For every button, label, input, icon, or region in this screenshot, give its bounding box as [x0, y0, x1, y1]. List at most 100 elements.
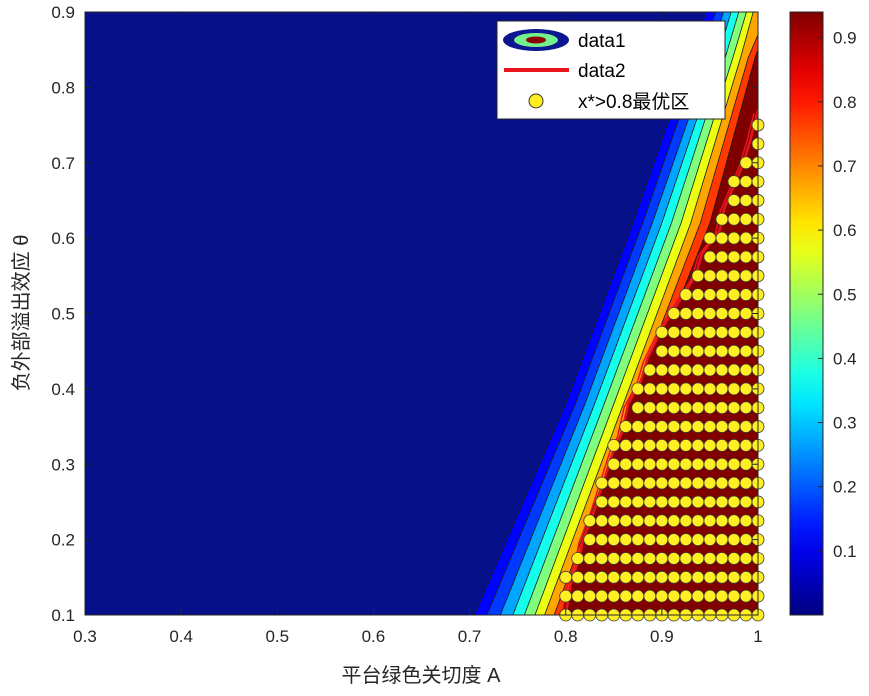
x-tick-label: 1: [753, 627, 762, 646]
optimal-point: [703, 420, 717, 433]
optimal-point: [703, 269, 717, 283]
optimal-point: [739, 250, 753, 264]
optimal-point: [631, 401, 645, 415]
optimal-point: [643, 382, 657, 396]
optimal-point: [619, 457, 633, 471]
optimal-point: [667, 533, 681, 547]
optimal-point: [679, 589, 693, 603]
optimal-point: [739, 420, 753, 433]
optimal-point: [691, 457, 705, 471]
legend-contour-icon-core: [526, 36, 546, 44]
optimal-point: [703, 439, 717, 452]
legend-marker-icon: [528, 93, 544, 109]
optimal-point: [655, 401, 669, 415]
optimal-point: [715, 420, 729, 433]
optimal-point: [727, 420, 741, 433]
optimal-point: [667, 476, 681, 490]
optimal-point: [727, 175, 741, 188]
optimal-point: [715, 533, 729, 547]
optimal-point: [739, 231, 753, 245]
optimal-point: [727, 495, 741, 509]
optimal-point: [667, 382, 681, 396]
optimal-point: [619, 552, 633, 565]
optimal-point: [655, 533, 669, 547]
optimal-point: [715, 344, 729, 358]
optimal-point: [631, 570, 645, 584]
x-tick-label: 0.4: [169, 627, 193, 646]
optimal-point: [691, 288, 705, 302]
optimal-point: [703, 476, 717, 490]
optimal-point: [727, 363, 741, 377]
optimal-point: [691, 552, 705, 565]
colorbar: 0.1 0.2 0.3 0.4 0.5 0.6 0.7 0.8 0.9: [789, 11, 857, 616]
x-axis: 0.3 0.4 0.5 0.6 0.7 0.8 0.9 1: [73, 12, 763, 646]
optimal-point: [739, 439, 753, 452]
optimal-point: [691, 533, 705, 547]
optimal-point: [583, 514, 597, 528]
legend-entry-data1: data1: [503, 29, 626, 52]
x-tick-label: 0.9: [650, 627, 674, 646]
optimal-point: [727, 439, 741, 452]
optimal-point: [667, 495, 681, 509]
optimal-point: [703, 457, 717, 471]
optimal-point: [679, 439, 693, 452]
y-tick-label: 0.2: [51, 531, 75, 550]
optimal-point: [691, 420, 705, 433]
optimal-point: [739, 288, 753, 302]
optimal-point: [643, 570, 657, 584]
optimal-point: [607, 570, 621, 584]
optimal-point: [595, 514, 609, 528]
optimal-point: [703, 552, 717, 565]
optimal-point: [715, 250, 729, 264]
y-tick-label: 0.1: [51, 606, 75, 625]
optimal-point: [631, 382, 645, 396]
optimal-point: [643, 552, 657, 565]
optimal-point: [655, 476, 669, 490]
y-tick-label: 0.3: [51, 455, 75, 474]
legend-entry-optimal: x*>0.8最优区: [528, 91, 689, 113]
optimal-point: [739, 269, 753, 283]
legend-label-data1: data1: [578, 31, 626, 52]
optimal-point: [607, 457, 621, 471]
colorbar-ticks: 0.1 0.2 0.3 0.4 0.5 0.6 0.7 0.8 0.9: [818, 29, 857, 561]
optimal-point: [655, 382, 669, 396]
optimal-point: [655, 363, 669, 377]
optimal-point: [643, 533, 657, 547]
y-axis: 0.1 0.2 0.3 0.4 0.5 0.6 0.7 0.8 0.9: [51, 3, 758, 625]
optimal-point: [655, 457, 669, 471]
optimal-point: [655, 570, 669, 584]
optimal-point: [619, 439, 633, 452]
optimal-point: [715, 457, 729, 471]
optimal-point: [691, 382, 705, 396]
optimal-point: [691, 476, 705, 490]
optimal-point: [679, 420, 693, 433]
optimal-point: [595, 533, 609, 547]
optimal-point: [715, 307, 729, 320]
colorbar-tick-label: 0.5: [833, 285, 857, 304]
optimal-point: [655, 589, 669, 603]
optimal-point: [571, 570, 585, 584]
optimal-point: [595, 552, 609, 565]
optimal-point: [631, 589, 645, 603]
optimal-point: [643, 363, 657, 377]
optimal-point: [727, 325, 741, 339]
optimal-point: [607, 514, 621, 528]
optimal-point: [715, 288, 729, 302]
optimal-point: [619, 420, 633, 433]
optimal-point: [703, 325, 717, 339]
optimal-point: [667, 552, 681, 565]
optimal-point: [631, 552, 645, 565]
optimal-point: [703, 250, 717, 264]
legend: data1 data2 x*>0.8最优区: [496, 20, 726, 120]
optimal-point: [643, 401, 657, 415]
optimal-point: [667, 363, 681, 377]
colorbar-tick-label: 0.8: [833, 93, 857, 112]
optimal-point: [607, 439, 621, 452]
optimal-point: [727, 552, 741, 565]
optimal-point: [715, 495, 729, 509]
optimal-point: [667, 325, 681, 339]
optimal-point: [703, 382, 717, 396]
optimal-point: [643, 514, 657, 528]
optimal-point: [631, 495, 645, 509]
optimal-point: [739, 156, 753, 170]
